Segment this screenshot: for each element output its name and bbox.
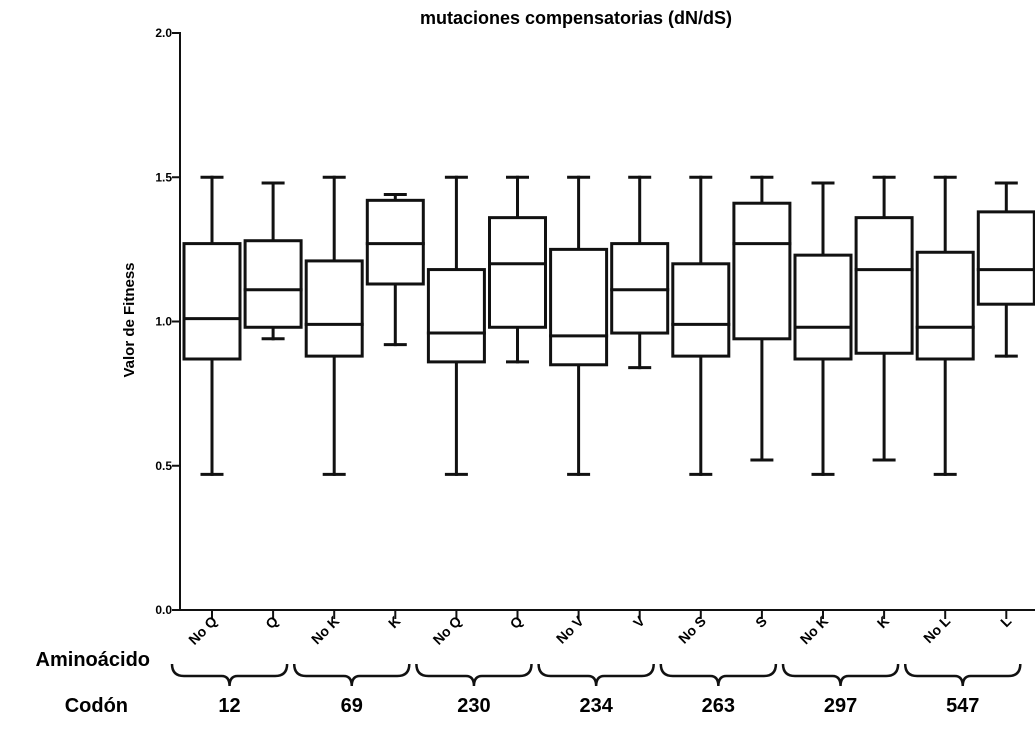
box — [488, 216, 547, 329]
codon-label: 12 — [218, 695, 240, 717]
aminoacid-row-label: Aminoácido — [36, 649, 150, 671]
codon-label: 230 — [457, 695, 490, 717]
box — [732, 201, 792, 341]
x-tick-label: K — [385, 613, 403, 631]
codon-brace — [415, 663, 533, 687]
x-tick-label: Q — [262, 613, 281, 632]
codon-label: 234 — [579, 695, 613, 717]
box — [976, 210, 1035, 306]
codon-brace — [903, 663, 1022, 687]
codon-brace — [292, 663, 411, 687]
x-tick-label: No K — [797, 613, 831, 647]
box — [243, 239, 303, 329]
x-tick-label: S — [752, 613, 770, 631]
y-tick-label: 2.0 — [155, 26, 172, 40]
codon-row-label: Codón — [65, 695, 128, 717]
box — [671, 262, 731, 358]
box — [549, 247, 609, 367]
box — [426, 268, 486, 364]
codon-brace — [659, 663, 778, 687]
x-tick-label: No L — [920, 612, 954, 646]
y-tick-label: 0.5 — [155, 459, 172, 473]
codon-label: 263 — [702, 695, 735, 717]
x-tick-label: No S — [675, 613, 709, 647]
codon-brace — [781, 663, 900, 687]
chart-title: mutaciones compensatorias (dN/dS) — [420, 8, 732, 28]
codon-label: 69 — [341, 695, 363, 717]
y-tick-label: 1.0 — [155, 315, 172, 329]
codon-label: 547 — [946, 695, 979, 717]
y-tick-label: 0.0 — [155, 603, 172, 617]
y-axis-label: Valor de Fitness — [121, 262, 138, 377]
x-tick-label: No Q — [430, 613, 465, 648]
codon-label: 297 — [824, 695, 857, 717]
box — [915, 250, 975, 361]
codon-brace — [537, 663, 655, 687]
x-tick-label: No V — [553, 612, 587, 646]
box — [793, 253, 853, 361]
x-tick-label: No Q — [185, 613, 220, 648]
x-tick-label: No K — [308, 613, 342, 647]
box — [304, 259, 364, 358]
y-tick-label: 1.5 — [155, 170, 172, 184]
box — [182, 242, 242, 361]
x-tick-label: Q — [507, 613, 526, 632]
codon-brace — [170, 663, 289, 687]
x-tick-label: K — [874, 613, 892, 631]
box — [854, 216, 914, 355]
